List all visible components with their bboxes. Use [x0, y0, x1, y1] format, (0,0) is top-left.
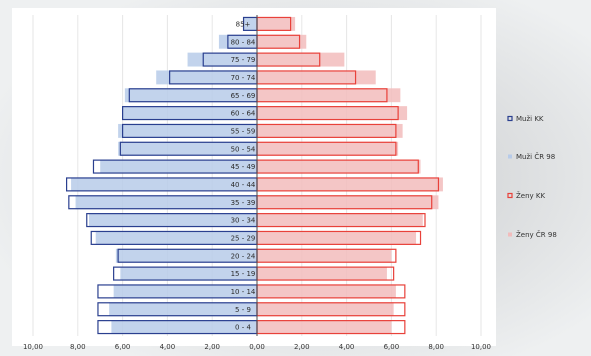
bar-right-fill: [257, 88, 401, 103]
bar-left-fill: [75, 195, 257, 210]
legend-label: Muži ČR 98: [516, 152, 555, 161]
legend-label: Ženy KK: [516, 191, 545, 200]
x-tick-label: 2,00: [204, 343, 220, 351]
age-group-label: 25 - 29: [231, 234, 256, 242]
bar-right-fill: [257, 213, 423, 228]
x-tick-label: 2,00: [294, 343, 310, 351]
bar-left-fill: [187, 52, 257, 67]
bar-left-fill: [109, 302, 257, 317]
age-group-label: 75 - 79: [231, 56, 256, 64]
legend-swatch: [507, 115, 513, 122]
bar-left-fill: [89, 213, 257, 228]
age-group-label: 30 - 34: [231, 217, 256, 225]
age-group-label: 10 - 14: [231, 288, 256, 296]
bar-right-fill: [257, 52, 345, 67]
bar-right-fill: [257, 106, 408, 121]
age-group-label: 55 - 59: [231, 127, 256, 135]
bar-right-fill: [257, 177, 443, 192]
legend-swatch: [508, 232, 512, 237]
age-group-label: 0 - 4: [235, 324, 251, 332]
legend-label: Ženy ČR 98: [516, 230, 557, 239]
bar-left-fill: [156, 70, 257, 85]
age-group-label: 20 - 24: [231, 252, 256, 260]
bar-left-fill: [95, 230, 257, 245]
age-group-label: 40 - 44: [231, 181, 256, 189]
x-tick-label: 10,00: [471, 343, 491, 351]
age-group-label: 5 - 9: [235, 306, 251, 314]
bar-right-fill: [257, 266, 387, 281]
x-tick-label: 6,00: [384, 343, 400, 351]
bar-right-fill: [257, 320, 392, 335]
bar-right-fill: [257, 159, 421, 174]
bar-right-fill: [257, 284, 396, 299]
bar-left-fill: [71, 177, 257, 192]
age-group-label: 85+: [236, 20, 251, 28]
age-group-label: 65 - 69: [231, 92, 256, 100]
bar-left-fill: [111, 320, 258, 335]
bar-right-fill: [257, 34, 307, 49]
bar-left-fill: [100, 159, 257, 174]
x-tick-label: 8,00: [428, 343, 444, 351]
x-tick-label: 10,00: [23, 343, 43, 351]
age-group-label: 15 - 19: [231, 270, 256, 278]
bar-right-fill: [257, 302, 394, 317]
x-tick-label: 4,00: [160, 343, 176, 351]
legend-swatch: [508, 154, 512, 159]
bar-right-fill: [257, 230, 417, 245]
legend-swatch: [507, 192, 513, 199]
bar-right-fill: [257, 16, 296, 31]
bar-right-fill: [257, 141, 399, 156]
bar-left-fill: [122, 106, 257, 121]
bar-left-fill: [118, 123, 258, 138]
age-group-label: 45 - 49: [231, 163, 256, 171]
age-group-label: 60 - 64: [231, 110, 256, 118]
age-group-label: 80 - 84: [231, 38, 256, 46]
x-tick-label: 0,00: [249, 343, 265, 351]
age-group-label: 35 - 39: [231, 199, 256, 207]
bar-right-fill: [257, 70, 376, 85]
x-tick-label: 6,00: [115, 343, 131, 351]
bar-right-fill: [257, 123, 403, 138]
bar-left-fill: [115, 248, 257, 263]
bar-left-fill: [120, 266, 257, 281]
age-group-label: 70 - 74: [231, 74, 256, 82]
bar-left-fill: [118, 141, 258, 156]
x-tick-label: 8,00: [70, 343, 86, 351]
bar-right-fill: [257, 195, 439, 210]
age-group-label: 50 - 54: [231, 145, 256, 153]
x-tick-label: 4,00: [339, 343, 355, 351]
bar-right-fill: [257, 248, 392, 263]
bar-left-fill: [124, 88, 257, 103]
bar-left-fill: [243, 16, 257, 31]
legend-label: Muži KK: [516, 115, 544, 123]
bar-left-fill: [113, 284, 257, 299]
